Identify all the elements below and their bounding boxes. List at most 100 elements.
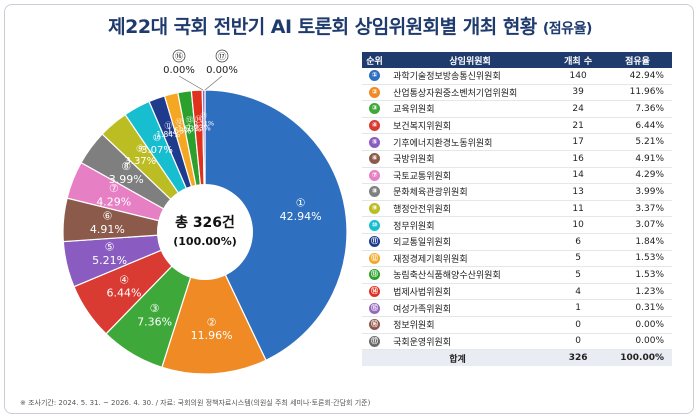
zero-slice-pct: 0.00%	[163, 65, 195, 76]
rank-cell: ⑭	[362, 283, 388, 301]
table-row: ① 과학기술정보방송통신위원회 140 42.94%	[362, 68, 672, 85]
header-share: 점유율	[603, 52, 672, 68]
total-share: 100.00%	[603, 349, 672, 367]
committee-name: 행정안전위원회	[387, 200, 554, 218]
table-row: ③ 교육위원회 24 7.36%	[362, 100, 672, 118]
slice-rank-label: ⑮	[201, 112, 208, 120]
slice-rank-label: ①	[296, 197, 306, 210]
rank-badge: ④	[369, 120, 381, 132]
rank-badge: ⑬	[369, 269, 381, 281]
slice-pct-label: 0.31%	[194, 120, 215, 128]
slice-pct-label: 1.53%	[177, 125, 201, 134]
zero-slice-rank: ⑰	[218, 52, 226, 61]
pie-labels: ①42.94% ②11.96% ③7.36% ④6.44% ⑤5.21% ⑥4.91% ⑦4…	[90, 49, 322, 342]
committee-name: 보건복지위원회	[387, 117, 554, 135]
rank-cell: ⑤	[362, 133, 388, 151]
slice-rank-label: ⑤	[105, 241, 115, 254]
count-cell: 5	[553, 266, 604, 284]
zero-slice-rank: ⑯	[175, 52, 183, 61]
rank-cell: ②	[362, 84, 388, 102]
committee-name: 재정경제기획위원회	[387, 250, 554, 268]
committee-name: 여성가족위원회	[387, 299, 554, 317]
rank-badge: ⑧	[369, 186, 381, 198]
rank-cell: ⑮	[362, 299, 388, 317]
committee-name: 농림축산식품해양수산위원회	[387, 266, 554, 284]
zero-slice-pct: 0.00%	[206, 65, 238, 76]
slice-rank-label: ⑬	[186, 116, 194, 125]
rank-badge: ③	[369, 103, 381, 115]
count-cell: 11	[553, 200, 604, 218]
slice-rank-label: ⑨	[136, 144, 145, 155]
rank-badge: ⑥	[369, 153, 381, 165]
count-cell: 0	[553, 333, 604, 351]
rank-cell: ⑯	[362, 316, 388, 334]
zero-slice-badge	[215, 49, 229, 63]
table-row: ⑧ 문화체육관광위원회 13 3.99%	[362, 183, 672, 201]
zero-slice-badge	[172, 49, 186, 63]
rank-badge: ①	[369, 70, 381, 82]
rank-cell: ⑪	[362, 233, 388, 251]
share-cell: 1.84%	[603, 233, 672, 251]
pie-slice	[204, 89, 348, 362]
total-count: 326	[553, 349, 604, 367]
rank-badge: ⑤	[369, 136, 381, 148]
rank-badge: ⑨	[369, 203, 381, 215]
rank-cell: ⑩	[362, 216, 388, 234]
count-cell: 14	[553, 167, 604, 185]
rank-cell: ⑦	[362, 167, 388, 185]
rank-badge: ⑫	[369, 252, 381, 264]
slice-pct-label: 3.37%	[124, 156, 156, 167]
share-cell: 6.44%	[603, 117, 672, 135]
count-cell: 39	[553, 84, 604, 102]
count-cell: 24	[553, 100, 604, 118]
table-body: ① 과학기술정보방송통신위원회 140 42.94% ② 산업통상자원중소벤처기업위원회 3…	[362, 68, 672, 351]
committee-name: 문화체육관광위원회	[387, 183, 554, 201]
count-cell: 6	[553, 233, 604, 251]
leader-line	[178, 75, 204, 91]
share-cell: 11.96%	[603, 84, 672, 102]
share-cell: 3.37%	[603, 200, 672, 218]
table-row: ⑫ 재정경제기획위원회 5 1.53%	[362, 250, 672, 268]
committee-name: 교육위원회	[387, 100, 554, 118]
count-cell: 13	[553, 183, 604, 201]
table-row: ⑤ 기후에너지환경노동위원회 17 5.21%	[362, 133, 672, 151]
header-committee: 상임위원회	[387, 52, 554, 68]
footnote: ※ 조사기간: 2024. 5. 31. ~ 2026. 4. 30. / 자료…	[20, 399, 371, 407]
table-row: ⑦ 국토교통위원회 14 4.29%	[362, 167, 672, 185]
rank-badge: ⑩	[369, 219, 381, 231]
count-cell: 1	[553, 299, 604, 317]
slice-rank-label: ⑥	[102, 210, 112, 223]
share-cell: 1.23%	[603, 283, 672, 301]
share-cell: 7.36%	[603, 100, 672, 118]
committee-name: 국회운영위원회	[387, 333, 554, 351]
share-cell: 3.99%	[603, 183, 672, 201]
share-cell: 5.21%	[603, 133, 672, 151]
slice-pct-label: 5.21%	[92, 254, 127, 267]
slice-pct-label: 1.23%	[187, 124, 211, 133]
rank-cell: ⑰	[362, 333, 388, 351]
rank-cell: ⑨	[362, 200, 388, 218]
header-rank: 순위	[362, 52, 388, 68]
table-row: ② 산업통상자원중소벤처기업위원회 39 11.96%	[362, 84, 672, 102]
table-row: ⑥ 국방위원회 16 4.91%	[362, 150, 672, 168]
count-cell: 0	[553, 316, 604, 334]
count-cell: 16	[553, 150, 604, 168]
share-cell: 0.00%	[603, 333, 672, 351]
rank-cell: ④	[362, 117, 388, 135]
share-cell: 4.29%	[603, 167, 672, 185]
slice-pct-label: 3.07%	[141, 145, 173, 156]
committee-name: 기후에너지환경노동위원회	[387, 133, 554, 151]
slice-pct-label: 4.29%	[96, 195, 131, 208]
share-cell: 1.53%	[603, 266, 672, 284]
committee-name: 산업통상자원중소벤처기업위원회	[387, 84, 554, 102]
rank-badge: ⑰	[369, 335, 381, 347]
rank-cell: ⑬	[362, 266, 388, 284]
rank-badge: ②	[369, 86, 381, 98]
table-row: ⑭ 법제사법위원회 4 1.23%	[362, 283, 672, 301]
table-row: ⑨ 행정안전위원회 11 3.37%	[362, 200, 672, 218]
slice-pct-label: 42.94%	[280, 210, 322, 223]
rank-cell: ⑧	[362, 183, 388, 201]
table-row: ④ 보건복지위원회 21 6.44%	[362, 117, 672, 135]
slice-pct-label: 1.53%	[167, 127, 191, 136]
